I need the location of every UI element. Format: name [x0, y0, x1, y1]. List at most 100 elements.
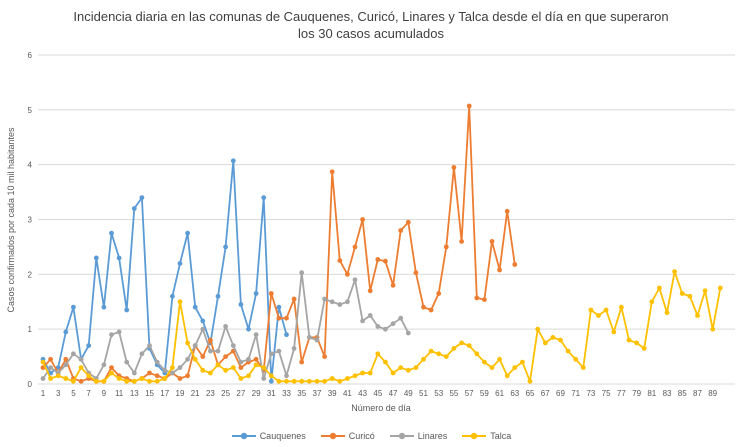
- data-point: [291, 378, 297, 384]
- data-point: [641, 346, 647, 351]
- data-point: [360, 318, 365, 324]
- legend-label-talca: Talca: [490, 431, 512, 441]
- data-point: [436, 291, 442, 296]
- data-point: [588, 307, 594, 313]
- x-tick-69: 69: [556, 389, 565, 398]
- data-point: [284, 315, 289, 321]
- y-axis-title: Casos confirmados por cada 10 mil habita…: [6, 127, 16, 313]
- chart-title: Incidencia diaria en las comunas de Cauq…: [0, 8, 742, 42]
- data-point: [337, 302, 343, 307]
- data-point: [63, 376, 69, 381]
- x-tick-27: 27: [236, 389, 245, 398]
- data-point: [466, 103, 472, 109]
- data-point: [314, 378, 320, 384]
- data-point: [345, 271, 350, 277]
- data-point: [322, 378, 327, 384]
- data-point: [223, 367, 229, 373]
- data-point: [40, 376, 46, 381]
- data-point: [345, 299, 350, 305]
- data-point: [626, 337, 632, 343]
- data-point: [223, 244, 229, 250]
- data-point: [223, 324, 229, 329]
- data-point: [405, 367, 411, 373]
- data-point: [337, 378, 343, 384]
- data-point: [86, 343, 92, 348]
- data-point: [664, 310, 670, 316]
- data-point: [48, 376, 53, 381]
- data-point: [299, 378, 305, 384]
- x-tick-25: 25: [221, 389, 230, 398]
- data-point: [512, 262, 518, 267]
- data-point: [170, 365, 175, 370]
- data-point: [307, 335, 312, 340]
- data-point: [131, 378, 137, 384]
- data-point: [474, 351, 480, 357]
- data-point: [192, 304, 198, 310]
- data-point: [375, 351, 381, 357]
- data-point: [185, 340, 191, 346]
- data-point: [177, 299, 183, 305]
- data-point: [482, 297, 487, 302]
- data-point: [482, 359, 487, 365]
- data-point: [55, 365, 61, 370]
- data-point: [246, 356, 251, 362]
- data-point: [276, 315, 282, 321]
- data-point: [40, 359, 46, 365]
- data-point: [246, 373, 251, 379]
- data-point: [284, 332, 289, 338]
- data-point: [109, 230, 114, 236]
- chart-legend: Cauquenes Curicó Linares Talca: [0, 431, 742, 441]
- data-point: [443, 354, 449, 359]
- x-tick-5: 5: [71, 389, 76, 398]
- data-point: [360, 370, 365, 376]
- data-point: [284, 378, 289, 384]
- data-point: [147, 370, 152, 376]
- data-point: [185, 373, 191, 379]
- data-point: [512, 365, 518, 370]
- data-point: [238, 359, 244, 365]
- data-point: [71, 304, 76, 310]
- x-tick-3: 3: [56, 389, 61, 398]
- x-tick-53: 53: [434, 389, 443, 398]
- data-point: [147, 378, 152, 384]
- data-point: [177, 365, 183, 370]
- legend-marker-curicó: [320, 432, 345, 440]
- data-point: [542, 340, 548, 346]
- data-point: [451, 346, 457, 351]
- y-tick-3: 3: [28, 216, 33, 225]
- legend-item-talca: Talca: [461, 431, 511, 441]
- data-point: [383, 326, 388, 332]
- data-point: [223, 354, 229, 359]
- data-point: [78, 378, 84, 384]
- data-point: [154, 378, 160, 384]
- data-point: [291, 346, 297, 351]
- data-point: [63, 356, 69, 362]
- data-point: [345, 376, 350, 381]
- data-point: [253, 362, 259, 368]
- data-point: [322, 354, 327, 359]
- chart-title-line2: los 30 casos acumulados: [298, 26, 444, 41]
- gridlines: [38, 54, 735, 385]
- x-tick-21: 21: [191, 389, 200, 398]
- data-point: [619, 304, 624, 310]
- data-point: [109, 365, 114, 370]
- data-point: [413, 270, 419, 276]
- data-point: [299, 359, 305, 365]
- data-point: [451, 165, 457, 170]
- data-point: [428, 348, 434, 354]
- x-tick-87: 87: [693, 389, 702, 398]
- x-tick-59: 59: [480, 389, 489, 398]
- data-point: [291, 296, 297, 302]
- data-point: [93, 255, 99, 261]
- x-tick-7: 7: [86, 389, 91, 398]
- data-point: [78, 365, 84, 370]
- data-point: [238, 376, 244, 381]
- x-axis-tick-labels: 1 3 5 7 9 11 13 15 17 19 21 23 25 27 29 31 33 35 37 39 41 43 4…: [41, 389, 718, 398]
- x-tick-37: 37: [313, 389, 322, 398]
- x-tick-35: 35: [297, 389, 306, 398]
- chart-title-line1: Incidencia diaria en las comunas de Cauq…: [73, 9, 669, 24]
- data-point: [101, 304, 107, 310]
- data-point: [527, 378, 533, 384]
- data-point: [154, 359, 160, 365]
